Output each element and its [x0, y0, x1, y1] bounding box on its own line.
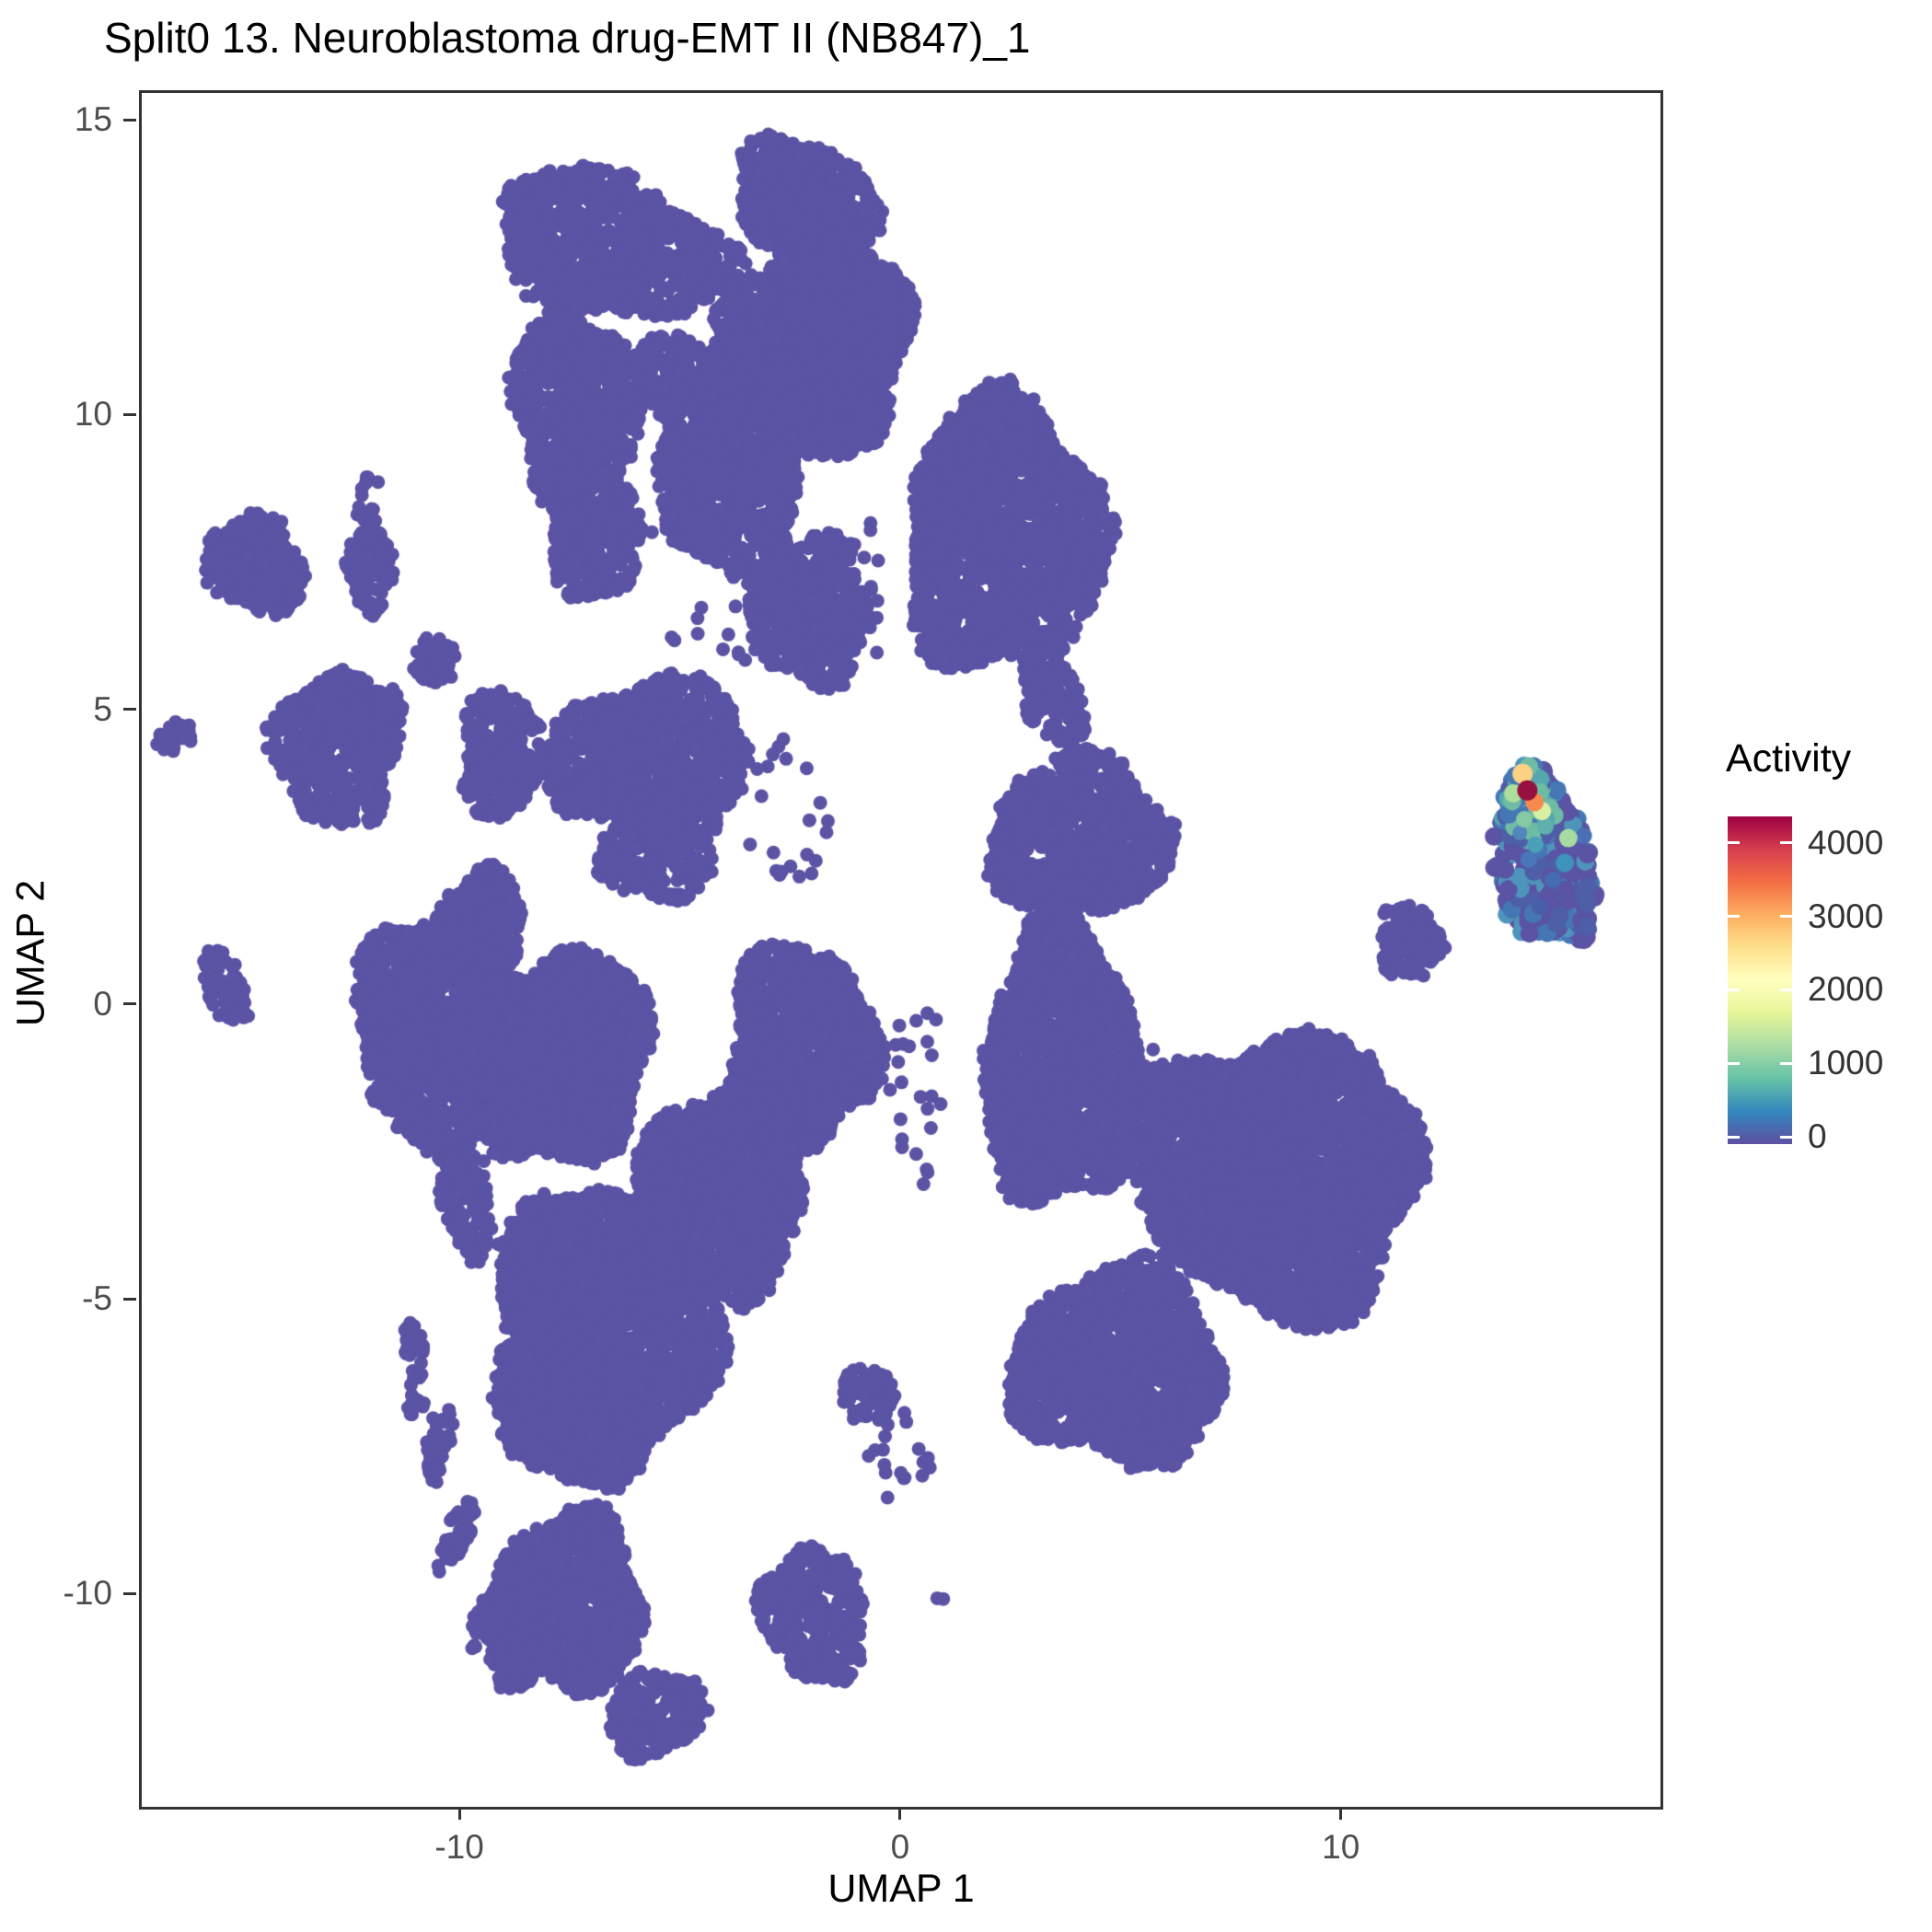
- legend-tick-mark: [1728, 915, 1740, 919]
- legend-tick-mark: [1780, 1135, 1792, 1139]
- x-tick-mark: [898, 1807, 902, 1820]
- legend-colorbar: [1728, 816, 1792, 1144]
- x-axis-title: UMAP 1: [827, 1867, 975, 1911]
- y-axis-title: UMAP 2: [8, 879, 53, 1027]
- x-tick-mark: [1339, 1807, 1343, 1820]
- legend-tick-label: 2000: [1808, 970, 1884, 1009]
- plot-panel: [139, 90, 1663, 1810]
- legend-tick-mark: [1728, 1061, 1740, 1065]
- legend-tick-mark: [1780, 1061, 1792, 1065]
- y-tick-label: 0: [93, 984, 112, 1023]
- y-tick-mark: [123, 708, 136, 711]
- plot-title: Split0 13. Neuroblastoma drug-EMT II (NB…: [104, 14, 1031, 62]
- y-tick-label: 15: [74, 100, 112, 139]
- y-tick-label: 5: [93, 689, 112, 728]
- legend-tick-mark: [1780, 841, 1792, 845]
- legend-tick-mark: [1728, 841, 1740, 845]
- legend-tick-mark: [1728, 1135, 1740, 1139]
- legend-tick-mark: [1780, 915, 1792, 919]
- y-tick-label: 10: [74, 395, 112, 434]
- y-tick-label: -5: [82, 1279, 112, 1318]
- x-tick-label: 10: [1322, 1828, 1360, 1866]
- y-tick-label: -10: [63, 1574, 112, 1613]
- x-tick-label: -10: [434, 1828, 484, 1866]
- x-tick-mark: [457, 1807, 461, 1820]
- y-tick-mark: [123, 1591, 136, 1595]
- umap-scatter-canvas: [142, 93, 1660, 1807]
- legend-tick-mark: [1728, 988, 1740, 991]
- legend-tick-label: 4000: [1808, 823, 1884, 862]
- legend-tick-mark: [1780, 988, 1792, 991]
- y-tick-mark: [123, 118, 136, 121]
- legend-tick-label: 3000: [1808, 897, 1884, 935]
- y-tick-mark: [123, 1297, 136, 1301]
- legend-tick-label: 1000: [1808, 1044, 1884, 1082]
- y-tick-mark: [123, 1002, 136, 1006]
- legend-title: Activity: [1726, 736, 1852, 781]
- legend-tick-label: 0: [1808, 1117, 1827, 1156]
- x-tick-label: 0: [890, 1828, 910, 1866]
- y-tick-mark: [123, 412, 136, 416]
